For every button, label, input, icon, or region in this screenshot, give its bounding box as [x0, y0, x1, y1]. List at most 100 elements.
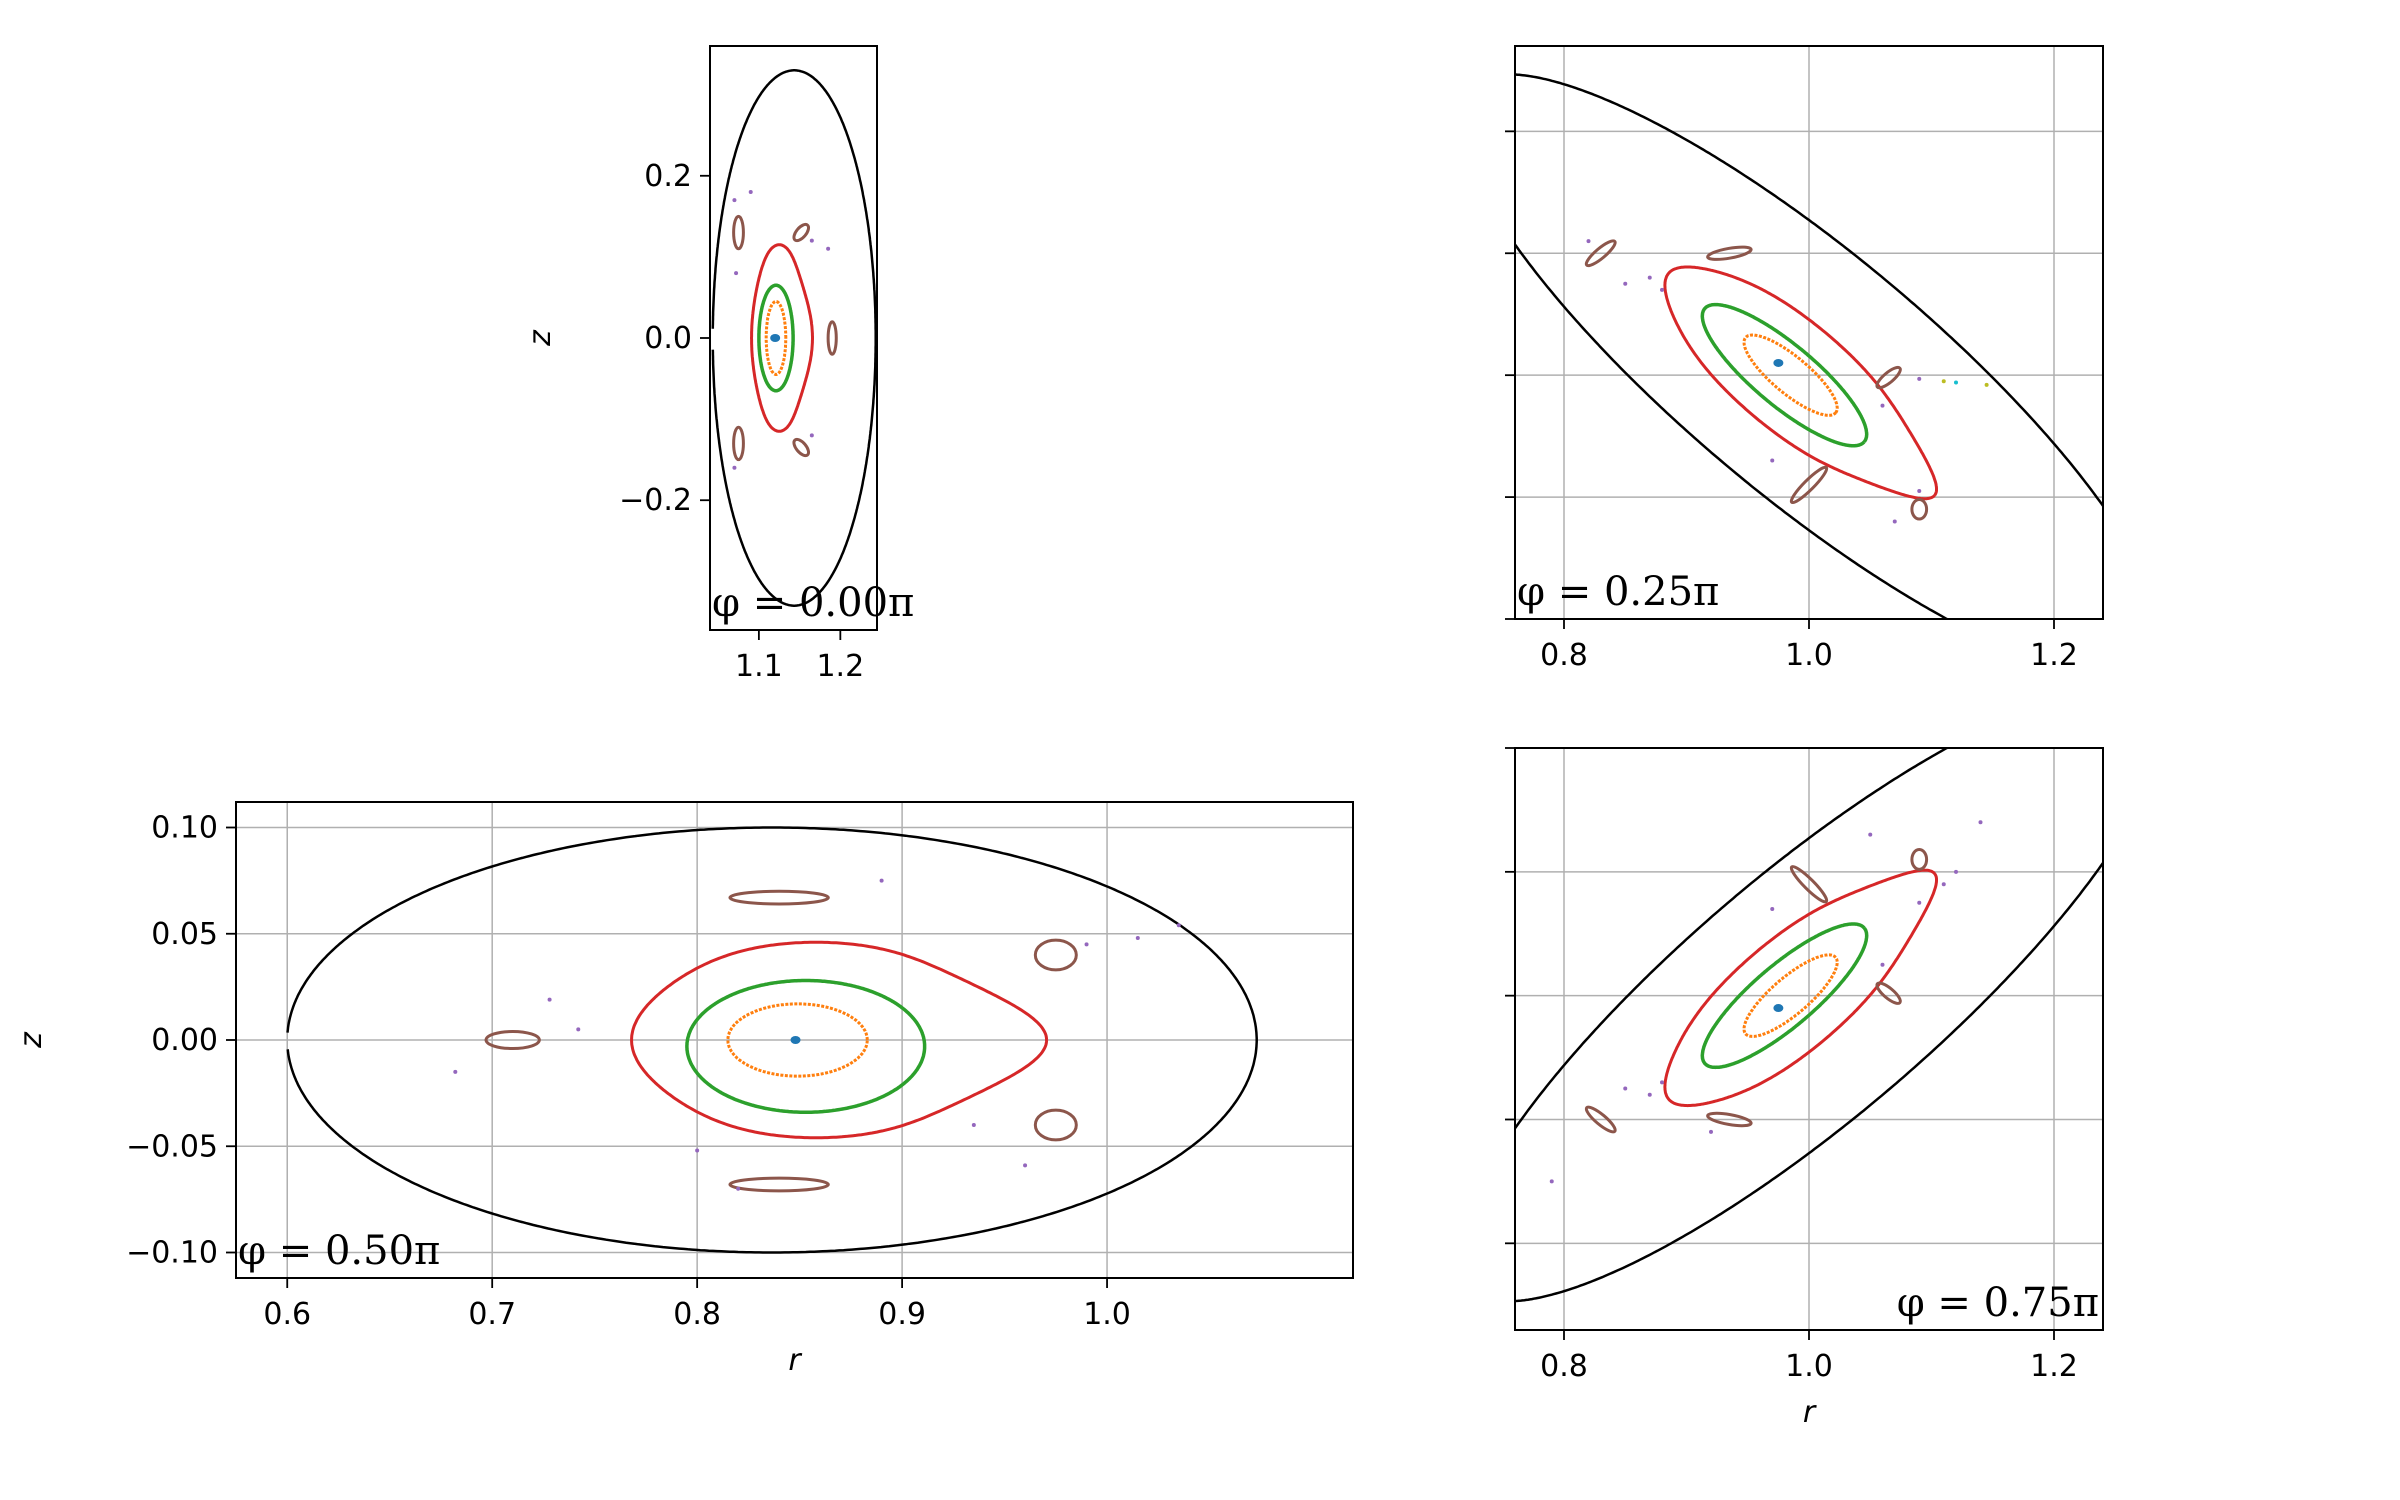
y-tick-label: 0.10	[151, 811, 218, 846]
panel-phi-075: 0.8 1.0 1.2 r φ = 0.75π	[1505, 747, 2104, 1430]
boundary-surface	[1515, 73, 2103, 619]
chaotic-orbit-point	[1586, 239, 1591, 244]
chaotic-orbit-point	[1917, 900, 1922, 905]
flux-surface-green	[757, 283, 795, 393]
chaotic-orbit-point	[734, 271, 739, 276]
chaotic-orbit-point	[1176, 923, 1181, 928]
x-tick-label: 1.0	[1785, 1349, 1833, 1384]
island-chain-point	[1789, 465, 1829, 505]
flux-surface-orange	[764, 300, 788, 376]
x-axis-label: r	[788, 1343, 802, 1378]
chaotic-orbit-point	[1880, 403, 1885, 408]
magnetic-axis-point	[770, 334, 781, 342]
chaotic-orbit-point	[1660, 1080, 1664, 1085]
y-tick-label: −0.2	[619, 483, 692, 518]
plot-area	[711, 69, 877, 607]
chaotic-orbit-point	[1941, 379, 1946, 384]
chaotic-orbit-point	[1880, 962, 1885, 967]
chaotic-orbit-point	[1917, 376, 1922, 381]
island-chain-point	[728, 1176, 830, 1193]
island-chain-point	[1910, 848, 1929, 871]
island-chain-point	[1789, 865, 1829, 904]
chaotic-orbit-point	[1868, 832, 1873, 837]
panel-phi-025: 0.8 1.0 1.2 φ = 0.25π	[1505, 45, 2104, 673]
panel-phi-0: 1.1 1.2 −0.2 0.0 0.2 z φ = 0.00π	[523, 45, 914, 684]
chaotic-orbit-point	[1549, 1179, 1554, 1184]
island-chain-point	[1033, 938, 1078, 972]
island-chain-point	[826, 320, 838, 356]
magnetic-axis-point	[790, 1036, 801, 1044]
island-chain-point	[728, 889, 830, 906]
chaotic-orbit-point	[1709, 1129, 1713, 1134]
island-chain-point	[1584, 1105, 1617, 1134]
flux-surface-red	[749, 243, 814, 433]
x-tick-label: 1.1	[735, 649, 783, 684]
island-chain-point	[732, 214, 745, 251]
island-chain-point	[1706, 245, 1753, 261]
chaotic-orbit-point	[1770, 458, 1775, 463]
chaotic-orbit-point	[879, 878, 884, 883]
island-chain-point	[484, 1030, 541, 1050]
chaotic-orbit-point	[1941, 882, 1946, 887]
chaotic-orbit-point	[1623, 281, 1628, 286]
chaotic-orbit-point	[971, 1123, 976, 1127]
x-axis-label: r	[1803, 1395, 1817, 1430]
x-tick-label: 0.9	[878, 1297, 926, 1332]
phi-annotation: φ = 0.75π	[1897, 1280, 2099, 1326]
chaotic-orbit-point	[576, 1027, 581, 1032]
flux-surface-red	[630, 940, 1049, 1140]
chaotic-orbit-point	[1917, 488, 1922, 493]
x-tick-label: 1.0	[1785, 638, 1833, 673]
plot-area	[286, 826, 1258, 1254]
x-tick-label: 1.0	[1083, 1297, 1131, 1332]
x-tick-label: 0.8	[1540, 1349, 1588, 1384]
panel-phi-050: 0.6 0.7 0.8 0.9 1.0 −0.10 −0.05 0.00 0.05 0.10 r z φ…	[14, 801, 1354, 1378]
y-axis-label: z	[523, 329, 558, 347]
chaotic-orbit-point	[547, 997, 552, 1002]
chaotic-orbit-point	[695, 1148, 700, 1153]
y-tick-label: 0.2	[644, 159, 692, 194]
island-chain-point	[1033, 1108, 1078, 1142]
phi-annotation: φ = 0.00π	[712, 580, 914, 626]
chaotic-orbit-point	[1023, 1163, 1028, 1168]
chaotic-orbit-point	[453, 1069, 458, 1074]
chaotic-orbit-point	[1647, 1092, 1652, 1097]
chaotic-orbit-point	[732, 198, 737, 203]
chaotic-orbit-point	[1623, 1086, 1628, 1091]
chaotic-orbit-point	[809, 433, 814, 438]
chaotic-orbit-point	[1647, 275, 1652, 280]
chaotic-orbit-point	[1135, 936, 1140, 940]
x-tick-label: 0.7	[468, 1297, 516, 1332]
chaotic-orbit-point	[1984, 382, 1989, 387]
flux-surface-green	[685, 978, 927, 1115]
magnetic-axis-point	[1773, 1004, 1784, 1013]
x-tick-label: 1.2	[816, 649, 864, 684]
boundary-surface	[286, 826, 1258, 1254]
plot-area	[1515, 73, 2103, 619]
magnetic-axis-point	[1773, 358, 1784, 367]
island-chain-point	[1875, 981, 1902, 1005]
flux-surface-orange	[1742, 953, 1839, 1038]
chaotic-orbit-point	[748, 190, 753, 194]
chaotic-orbit-point	[1954, 380, 1958, 385]
y-tick-label: −0.10	[126, 1236, 218, 1271]
y-tick-label: 0.00	[151, 1023, 218, 1058]
phi-annotation: φ = 0.50π	[238, 1228, 440, 1274]
x-tick-label: 0.8	[673, 1297, 721, 1332]
boundary-surface	[1515, 748, 2103, 1303]
x-tick-label: 1.2	[2030, 638, 2078, 673]
phi-annotation: φ = 0.25π	[1517, 569, 1719, 615]
chaotic-orbit-point	[1770, 906, 1775, 911]
flux-surface-orange	[726, 1002, 869, 1078]
chaotic-orbit-point	[736, 1186, 741, 1191]
x-tick-label: 1.2	[2030, 1349, 2078, 1384]
y-tick-label: 0.0	[644, 321, 692, 356]
island-chain-point	[792, 222, 811, 243]
y-tick-label: −0.05	[126, 1129, 218, 1164]
island-chain-point	[1910, 498, 1929, 521]
chaotic-orbit-point	[1954, 869, 1958, 874]
chaotic-orbit-point	[1892, 519, 1897, 524]
island-chain-point	[792, 437, 811, 458]
